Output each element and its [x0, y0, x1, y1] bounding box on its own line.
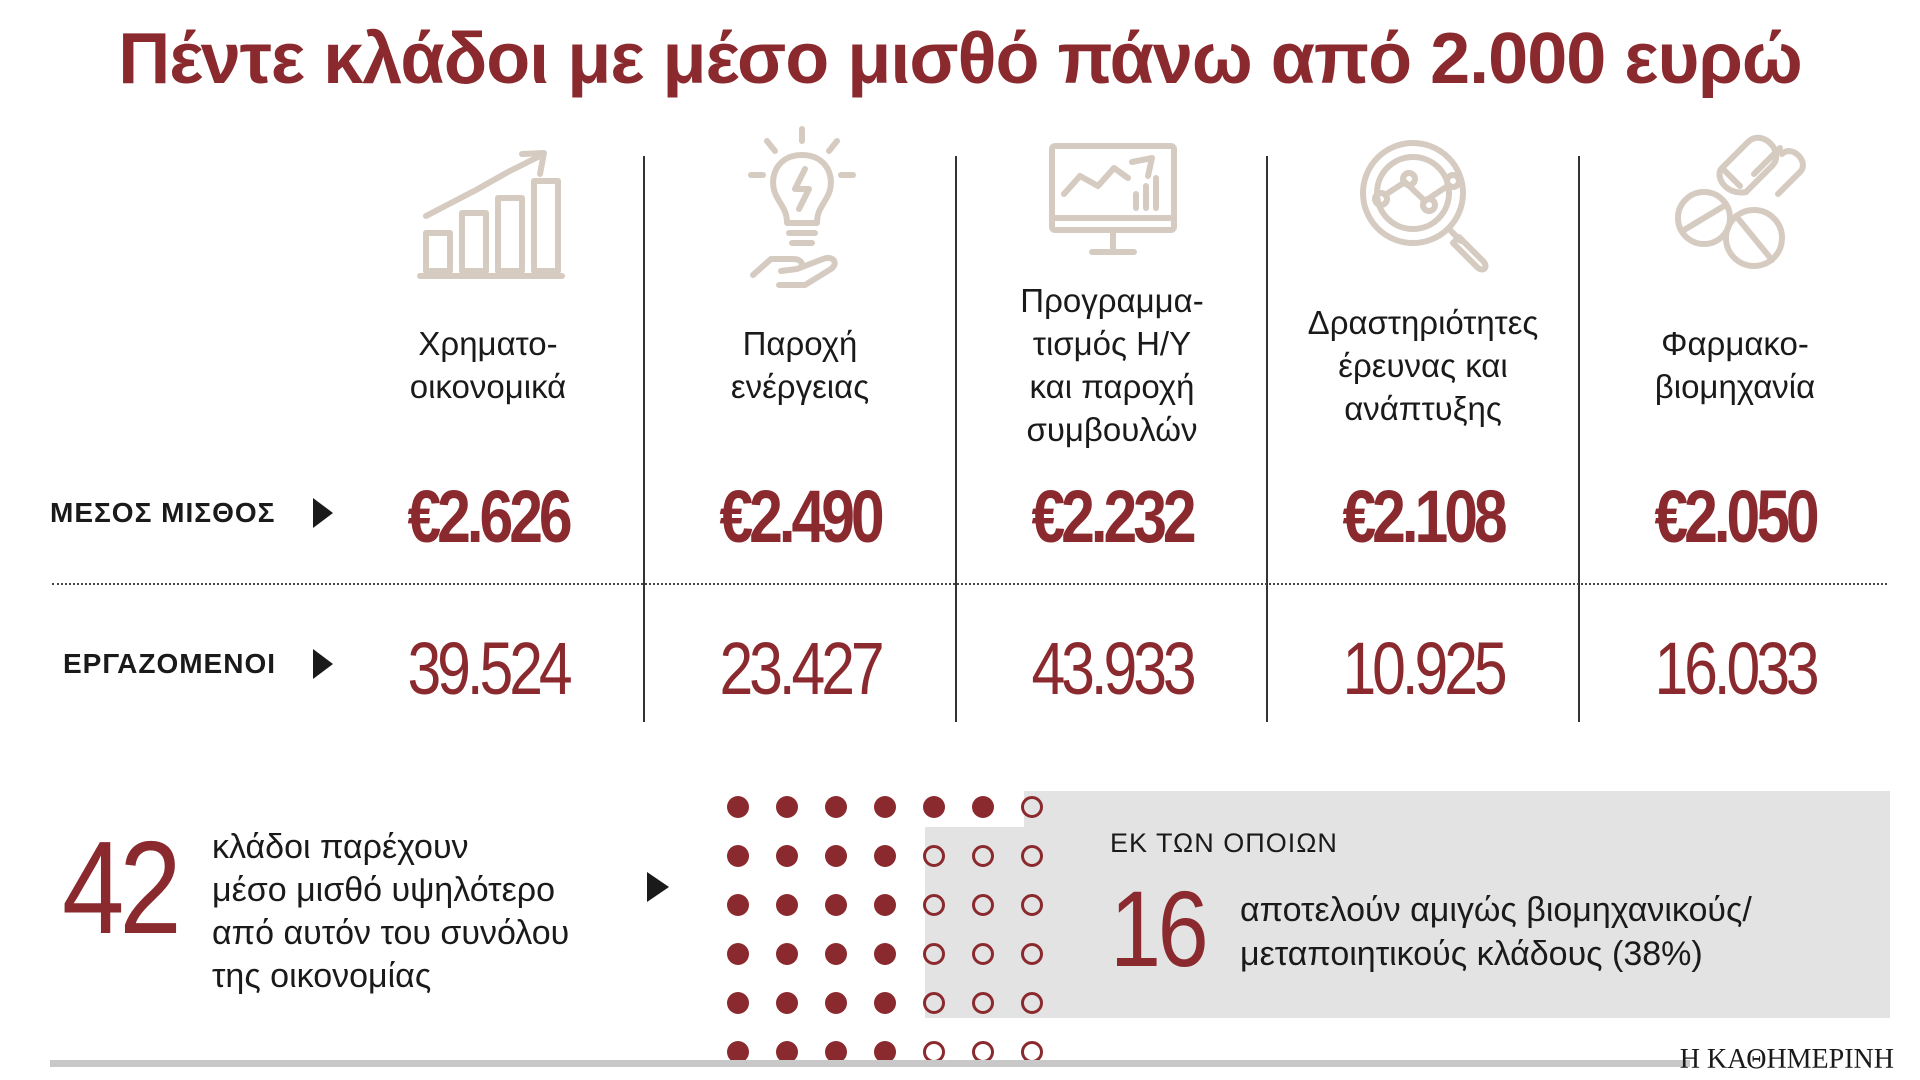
outlined-dot [972, 1041, 994, 1063]
arrow-right-icon [313, 498, 333, 528]
filled-dot [776, 943, 798, 965]
outlined-dot [972, 845, 994, 867]
magnifier-research-icon [1355, 135, 1495, 275]
employees-value: 16.033 [1654, 627, 1819, 710]
outlined-dot [923, 992, 945, 1014]
subset-intro: ΕΚ ΤΩΝ ΟΠΟΙΩΝ [1110, 828, 1338, 858]
salary-value: €2.232 [1031, 475, 1196, 558]
outlined-dot [1021, 943, 1043, 965]
brand-logo: Η ΚΑΘΗΜΕΡΙΝΗ [1679, 1044, 1894, 1075]
filled-dot [727, 992, 749, 1014]
column-divider [1266, 156, 1268, 722]
industrial-sectors-number: 16 [1110, 868, 1209, 989]
filled-dot [825, 894, 847, 916]
pills-icon [1670, 134, 1810, 274]
bar-growth-icon [416, 148, 566, 283]
industrial-subset-panel [925, 791, 1890, 1018]
outlined-dot [923, 894, 945, 916]
employees-value: 39.524 [407, 627, 572, 710]
filled-dot [776, 992, 798, 1014]
footer-rule [50, 1060, 1690, 1067]
filled-dot [727, 894, 749, 916]
outlined-dot [972, 894, 994, 916]
salary-value: €2.626 [407, 475, 572, 558]
employees-value: 10.925 [1342, 627, 1507, 710]
employees-value: 43.933 [1031, 627, 1196, 710]
filled-dot [776, 845, 798, 867]
outlined-dot [972, 992, 994, 1014]
filled-dot [776, 796, 798, 818]
filled-dot [874, 796, 896, 818]
salary-value: €2.050 [1654, 475, 1819, 558]
outlined-dot [923, 943, 945, 965]
filled-dot [776, 894, 798, 916]
total-sectors-text: κλάδοι παρέχουν μέσο μισθό υψηλότερο από… [212, 828, 570, 995]
filled-dot [727, 845, 749, 867]
salary-value: €2.108 [1342, 475, 1507, 558]
sector-label-finance: Χρηματο- οικονομικά [409, 325, 567, 405]
row-divider [52, 583, 1887, 585]
arrow-right-icon [647, 872, 669, 902]
arrow-right-icon [313, 649, 333, 679]
column-divider [955, 156, 957, 722]
outlined-dot [923, 845, 945, 867]
sector-label-energy: Παροχή ενέργειας [730, 325, 870, 405]
outlined-dot [923, 1041, 945, 1063]
filled-dot [874, 992, 896, 1014]
sector-label-software: Προγραμμα- τισμός Η/Υ και παροχή συμβουλ… [1020, 282, 1204, 448]
monitor-chart-icon [1048, 142, 1178, 260]
outlined-dot [1021, 1041, 1043, 1063]
sector-label-pharma: Φαρμακο- βιομηχανία [1654, 325, 1816, 405]
sector-label-research: Δραστηριότητες έρευνας και ανάπτυξης [1307, 304, 1539, 427]
filled-dot [825, 1041, 847, 1063]
outlined-dot [1021, 796, 1043, 818]
filled-dot [874, 845, 896, 867]
column-divider [643, 156, 645, 722]
filled-dot [874, 943, 896, 965]
filled-dot [776, 1041, 798, 1063]
industrial-sectors-text: αποτελούν αμιγώς βιομηχανικούς/ μεταποιη… [1240, 891, 1752, 973]
row-label-salary: ΜΕΣΟΣ ΜΙΣΘΟΣ [50, 497, 276, 528]
filled-dot [825, 992, 847, 1014]
lightbulb-hand-icon [747, 125, 857, 290]
filled-dot [825, 796, 847, 818]
total-sectors-number: 42 [62, 814, 182, 961]
filled-dot [874, 1041, 896, 1063]
filled-dot [825, 845, 847, 867]
outlined-dot [1021, 992, 1043, 1014]
filled-dot [923, 796, 945, 818]
salary-value: €2.490 [719, 475, 884, 558]
outlined-dot [972, 943, 994, 965]
filled-dot [825, 943, 847, 965]
page-title: Πέντε κλάδοι με μέσο μισθό πάνω από 2.00… [118, 19, 1803, 99]
filled-dot [874, 894, 896, 916]
filled-dot [727, 796, 749, 818]
filled-dot [727, 1041, 749, 1063]
outlined-dot [1021, 894, 1043, 916]
column-divider [1578, 156, 1580, 722]
filled-dot [727, 943, 749, 965]
outlined-dot [1021, 845, 1043, 867]
row-label-employees: ΕΡΓΑΖΟΜΕΝΟΙ [63, 648, 277, 679]
employees-value: 23.427 [719, 627, 884, 710]
filled-dot [972, 796, 994, 818]
